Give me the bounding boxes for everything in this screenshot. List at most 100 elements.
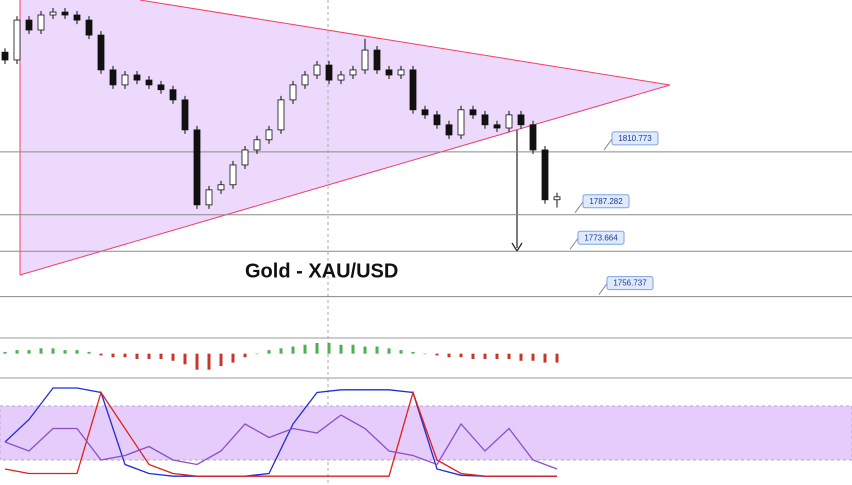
- candle-body: [397, 69, 405, 76]
- candle-body: [421, 109, 429, 116]
- histogram-bar: [351, 344, 355, 354]
- oscillator-line: [4, 390, 557, 477]
- price-label: 1787.282: [589, 197, 623, 206]
- price-label: 1773.664: [584, 233, 618, 242]
- histogram-bar: [171, 353, 175, 361]
- candle-body: [409, 69, 417, 111]
- candle-body: [517, 114, 525, 126]
- candle-body: [205, 189, 213, 206]
- candle-body: [49, 11, 57, 16]
- histogram-bar: [387, 348, 391, 354]
- histogram-bar: [291, 346, 295, 354]
- histogram-bar: [39, 348, 43, 354]
- histogram-bar: [267, 350, 271, 354]
- histogram-bar: [255, 353, 259, 355]
- plot: 1810.773 1787.282 1773.664 1756.737: [0, 8, 852, 477]
- histogram-bar: [471, 353, 475, 359]
- histogram-bar: [87, 351, 91, 354]
- histogram-bar: [411, 351, 415, 354]
- histogram-bar: [303, 344, 307, 354]
- chart-title: Gold - XAU/USD: [245, 260, 398, 282]
- histogram-bar: [435, 353, 439, 356]
- label-leader: [574, 201, 584, 214]
- histogram-bar: [27, 350, 31, 354]
- candle-body: [373, 49, 381, 71]
- histogram-bar: [219, 353, 223, 367]
- candle-body: [337, 74, 345, 81]
- candle-body: [241, 149, 249, 166]
- histogram-bar: [231, 353, 235, 363]
- histogram-bar: [423, 353, 427, 355]
- histogram-bar: [327, 343, 331, 354]
- candle-body: [253, 139, 261, 151]
- candle-body: [505, 114, 513, 129]
- candle-body: [193, 129, 201, 206]
- histogram-bar: [543, 353, 547, 363]
- histogram-bar: [555, 353, 559, 363]
- histogram-bar: [135, 353, 139, 359]
- histogram-bar: [195, 353, 199, 370]
- label-box: [582, 194, 630, 209]
- candle-body: [133, 74, 141, 81]
- candle-body: [169, 89, 177, 101]
- candle-body: [157, 84, 165, 91]
- candle-body: [361, 49, 369, 71]
- histogram-bar: [507, 353, 511, 359]
- triangle-upper: [139, 0, 671, 86]
- label-leader: [598, 283, 608, 295]
- histogram-bar: [15, 350, 19, 354]
- candle-body: [181, 99, 189, 131]
- candle-body: [85, 19, 93, 36]
- histogram-bar: [339, 344, 343, 354]
- candle-body: [481, 114, 489, 126]
- histogram-bar: [183, 353, 187, 365]
- histogram-bar: [315, 343, 319, 354]
- candle-body: [217, 184, 225, 191]
- candle-body: [385, 69, 393, 76]
- oscillator-line: [4, 414, 558, 470]
- candle-body: [433, 114, 441, 126]
- histogram-bar: [123, 353, 127, 358]
- label-leader: [569, 237, 579, 250]
- histogram-bar: [483, 353, 487, 359]
- candle-body: [445, 124, 453, 136]
- histogram-bar: [159, 353, 163, 359]
- candle-body: [61, 11, 69, 16]
- candle-body: [229, 164, 237, 186]
- histogram-bar: [75, 350, 79, 354]
- histogram-bar: [279, 348, 283, 354]
- candle-body: [301, 74, 309, 86]
- candle-body: [97, 34, 105, 71]
- triangle-lower: [19, 84, 671, 276]
- histogram-bar: [63, 350, 67, 354]
- candle-body: [13, 19, 21, 61]
- histogram-bar: [375, 346, 379, 354]
- label-box: [611, 131, 659, 146]
- histogram-bar: [243, 353, 247, 358]
- histogram-bar: [399, 350, 403, 354]
- oscillator-line: [4, 387, 557, 477]
- histogram-bar: [459, 353, 463, 358]
- label-box: [577, 230, 625, 245]
- price-label: 1810.773: [618, 134, 652, 143]
- candle-body: [37, 14, 45, 31]
- candle-body: [265, 129, 273, 141]
- candle-body: [1, 51, 9, 61]
- histogram-bar: [495, 353, 499, 359]
- histogram-bar: [207, 353, 211, 370]
- candle-body: [553, 196, 561, 201]
- candle-body: [109, 69, 117, 86]
- candle-body: [313, 64, 321, 76]
- candle-body: [145, 79, 153, 86]
- candle-body: [73, 14, 81, 21]
- candle-body: [277, 99, 285, 131]
- candle-body: [529, 124, 537, 151]
- candle-body: [289, 84, 297, 101]
- histogram-bar: [363, 346, 367, 354]
- candle-body: [349, 69, 357, 76]
- histogram-bar: [531, 353, 535, 361]
- histogram-bar: [51, 348, 55, 354]
- histogram-bar: [147, 353, 151, 359]
- candle-body: [469, 109, 477, 116]
